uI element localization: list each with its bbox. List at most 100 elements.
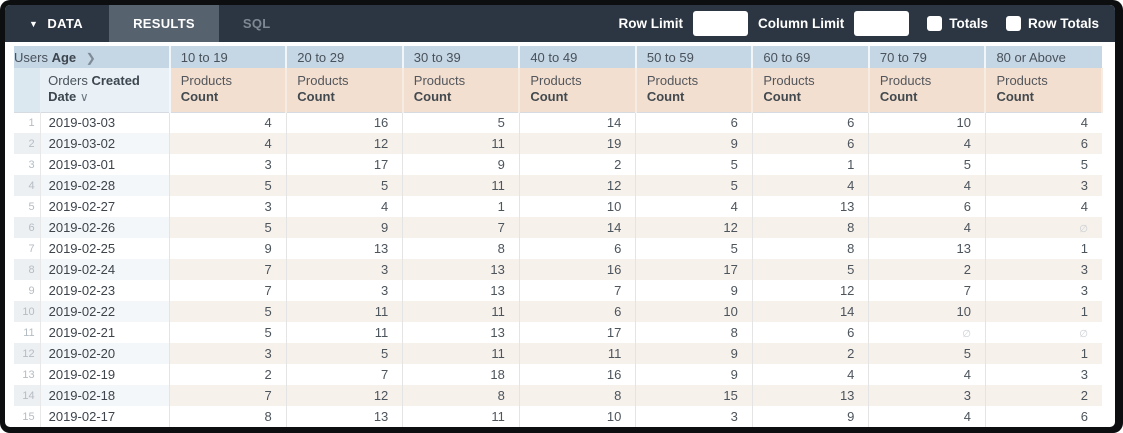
value-cell: 4	[751, 364, 869, 385]
row-number: 2	[14, 133, 41, 154]
row-totals-toggle[interactable]: Row Totals	[1005, 16, 1099, 31]
age-bucket-header[interactable]: 40 to 49	[519, 46, 637, 68]
table-row: 1 2019-03-03 4 16 5 14 6 6 10 4	[14, 112, 1102, 133]
date-cell: 2019-02-18	[39, 385, 170, 406]
measure-prefix: Products	[413, 73, 466, 88]
value-cell: 12	[285, 133, 403, 154]
value-cell: 1	[984, 343, 1102, 364]
value-cell: 7	[518, 280, 636, 301]
value-cell: 4	[635, 196, 753, 217]
value-cell: 1	[751, 154, 869, 175]
value-cell: 9	[635, 280, 753, 301]
value-cell: 1	[984, 238, 1102, 259]
row-number: 11	[23, 326, 35, 339]
age-bucket-header[interactable]: 10 to 19	[169, 46, 288, 68]
value-cell: 4	[868, 406, 986, 427]
value-cell: 10	[868, 112, 986, 133]
value-cell: 6	[751, 112, 869, 133]
table-row: 13 2019-02-19 2 7 18 16 9 4 4 3	[14, 364, 1102, 385]
chevron-down-icon: ∨	[79, 90, 89, 104]
value-cell: 8	[402, 385, 520, 406]
age-bucket-header[interactable]: 50 to 59	[635, 46, 754, 68]
measure-prefix: Products	[297, 73, 349, 88]
value-cell: 7	[868, 280, 986, 301]
date-cell: 2019-02-21	[39, 322, 170, 343]
value-cell: 2	[169, 364, 287, 385]
value-cell: 5	[635, 238, 753, 259]
value-cell: 3	[984, 259, 1102, 280]
value-cell: 2	[984, 385, 1102, 406]
measure-prefix: Products	[996, 73, 1048, 88]
totals-checkbox[interactable]	[927, 16, 943, 31]
row-number: 8	[14, 259, 41, 280]
value-cell: 11	[402, 406, 520, 427]
tab-sql[interactable]: SQL	[242, 16, 271, 31]
measure-header[interactable]: Products Count	[985, 68, 1103, 112]
row-limit-input[interactable]	[692, 11, 748, 36]
measure-header[interactable]: Products Count	[169, 68, 288, 112]
pivot-field-header[interactable]: Users Age ❯	[14, 46, 171, 68]
age-bucket-header[interactable]: 30 to 39	[402, 46, 521, 68]
row-number: 4	[14, 175, 41, 196]
value-cell: 4	[868, 217, 986, 238]
value-cell: 10	[635, 301, 753, 322]
value-cell: 8	[402, 238, 520, 259]
row-totals-checkbox[interactable]	[1005, 16, 1021, 31]
value-cell: 3	[984, 280, 1102, 301]
value-cell: 13	[285, 238, 403, 259]
totals-toggle[interactable]: Totals	[927, 16, 988, 31]
measure-field: Count	[297, 89, 335, 104]
table-row: 9 2019-02-23 7 3 13 7 9 12 7 3	[14, 280, 1102, 301]
value-cell: 3	[868, 385, 986, 406]
age-bucket-header[interactable]: 80 or Above	[985, 46, 1102, 68]
tab-data-label: DATA	[47, 16, 84, 31]
measure-header[interactable]: Products Count	[752, 68, 870, 112]
value-cell: 5	[169, 217, 287, 238]
measure-header[interactable]: Products Count	[635, 68, 754, 112]
age-bucket-header[interactable]: 70 to 79	[868, 46, 987, 68]
value-cell: 5	[868, 154, 986, 175]
value-cell: 6	[518, 301, 636, 322]
row-number: 9	[28, 284, 35, 297]
value-cell: 3	[984, 364, 1102, 385]
measure-header[interactable]: Products Count	[868, 68, 987, 112]
value-cell: 3	[984, 175, 1102, 196]
measure-header[interactable]: Products Count	[402, 68, 521, 112]
row-number: 14	[14, 385, 41, 406]
row-totals-label: Row Totals	[1027, 16, 1099, 31]
row-number: 7	[28, 242, 35, 255]
value-cell: 13	[868, 238, 986, 259]
value-cell: ∅	[984, 322, 1102, 343]
column-limit-input[interactable]	[854, 11, 910, 36]
age-bucket-header[interactable]: 20 to 29	[286, 46, 404, 68]
value-cell: 3	[285, 259, 403, 280]
date-cell: 2019-02-28	[39, 175, 170, 196]
row-number: 6	[14, 217, 41, 238]
table-row: 14 2019-02-18 7 12 8 8 15 13 3 2	[14, 385, 1102, 406]
value-cell: 13	[402, 280, 520, 301]
value-cell: 13	[751, 385, 869, 406]
date-cell: 2019-02-23	[39, 280, 170, 301]
tab-data[interactable]: ▼ DATA	[5, 5, 109, 42]
row-number-header	[14, 68, 41, 112]
value-cell: ∅	[868, 322, 986, 343]
value-cell: 11	[402, 343, 520, 364]
measure-field: Count	[996, 89, 1034, 104]
value-cell: 1	[984, 301, 1102, 322]
value-cell: 11	[402, 133, 520, 154]
value-cell: 5	[402, 112, 520, 133]
value-cell: 11	[402, 175, 520, 196]
measure-header[interactable]: Products Count	[286, 68, 404, 112]
value-cell: 1	[402, 196, 520, 217]
row-dimension-header[interactable]: Orders Created Date ∨	[40, 68, 171, 112]
row-dim-prefix: Orders	[48, 73, 88, 88]
value-cell: 12	[635, 217, 753, 238]
value-cell: 13	[402, 259, 520, 280]
age-bucket-header[interactable]: 60 to 69	[752, 46, 870, 68]
value-cell: 13	[751, 196, 869, 217]
value-cell: 2	[751, 343, 869, 364]
value-cell: 5	[169, 175, 287, 196]
measure-header[interactable]: Products Count	[519, 68, 637, 112]
date-cell: 2019-03-03	[39, 112, 170, 133]
tab-results[interactable]: RESULTS	[109, 5, 219, 42]
